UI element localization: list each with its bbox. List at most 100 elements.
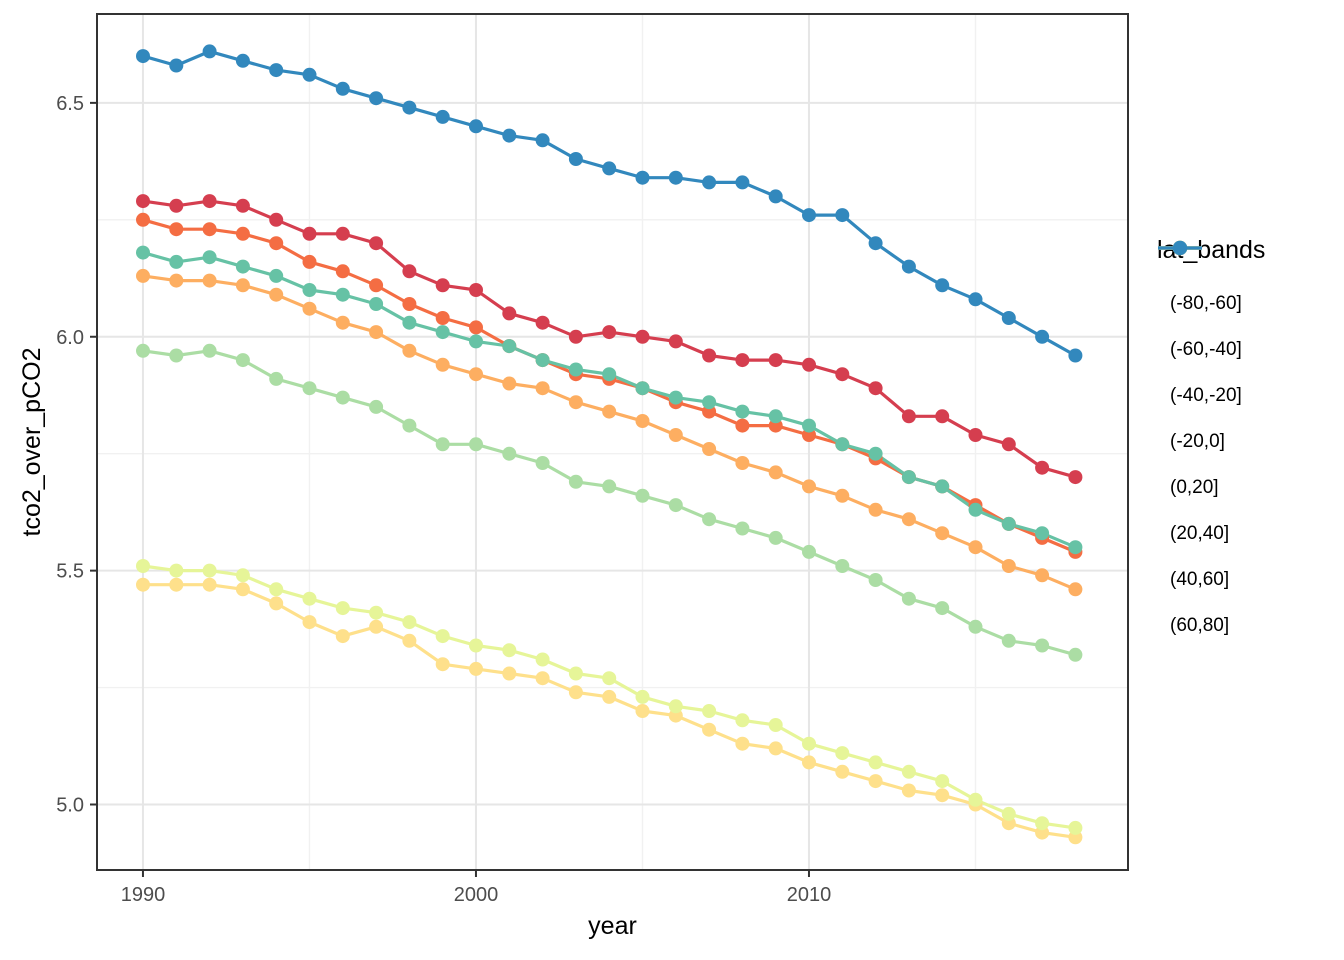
data-point: [535, 456, 550, 470]
data-point: [1068, 470, 1083, 485]
data-point: [868, 446, 883, 461]
legend-item: (20,40]: [1157, 240, 1265, 557]
data-point: [269, 268, 284, 283]
data-point: [502, 128, 517, 143]
data-point: [302, 615, 317, 630]
data-point: [635, 170, 650, 185]
data-point: [602, 479, 617, 494]
panel-border: [96, 13, 1129, 871]
data-point: [302, 381, 317, 396]
data-point: [136, 245, 150, 260]
data-point: [901, 764, 916, 779]
legend-item: (0,20]: [1157, 240, 1265, 511]
data-point: [1068, 647, 1083, 662]
y-axis-title-text: tco2_over_pCO2: [18, 347, 46, 537]
data-point: [235, 53, 250, 68]
data-point: [535, 652, 550, 667]
data-point: [435, 657, 450, 672]
data-point: [602, 161, 617, 176]
data-point: [169, 563, 184, 578]
data-point: [402, 615, 417, 630]
data-point: [269, 596, 284, 611]
data-point: [702, 722, 717, 737]
legend-item-label: (-20,0]: [1170, 431, 1225, 452]
data-point: [868, 573, 883, 587]
data-point: [768, 530, 783, 545]
data-point: [668, 334, 683, 349]
y-axis-title: tco2_over_pCO2: [18, 253, 47, 536]
legend-item-label: (0,20]: [1170, 477, 1219, 498]
data-point: [402, 343, 417, 358]
data-point: [302, 67, 317, 82]
data-point: [202, 563, 217, 578]
data-point: [602, 671, 617, 686]
data-point: [868, 755, 883, 770]
data-point: [269, 287, 284, 302]
data-point: [901, 783, 916, 798]
data-point: [935, 774, 950, 789]
data-point: [202, 343, 217, 358]
legend-item-label: (20,40]: [1170, 523, 1230, 544]
data-point: [735, 175, 750, 190]
data-point: [735, 521, 750, 536]
series-points: [136, 44, 1083, 363]
series-points: [136, 343, 1083, 662]
data-point: [402, 633, 417, 648]
data-point: [835, 208, 850, 223]
data-point: [435, 357, 450, 372]
data-point: [269, 371, 284, 386]
series-points: [136, 559, 1083, 835]
y-tick-label: 6.5: [56, 93, 84, 115]
legend-item-label: (-40,-20]: [1170, 385, 1242, 406]
data-point: [136, 577, 150, 592]
data-point: [1001, 633, 1016, 648]
data-point: [802, 755, 816, 770]
data-point: [735, 713, 750, 728]
data-point: [302, 301, 317, 316]
data-point: [169, 577, 184, 592]
data-point: [502, 339, 517, 354]
data-point: [502, 306, 517, 321]
y-tick-label: 5.0: [56, 795, 84, 817]
legend-items: (-80,-60] (-60,-40] (-40,-20] (-20,0] (0,20]…: [1157, 240, 1265, 649]
data-point: [702, 442, 717, 456]
data-point: [469, 320, 483, 335]
data-point: [668, 498, 683, 513]
data-point: [635, 689, 650, 704]
data-point: [435, 325, 450, 340]
data-point: [136, 268, 150, 283]
data-point: [602, 325, 617, 340]
data-point: [202, 194, 217, 209]
data-point: [1035, 526, 1050, 541]
data-point: [568, 685, 583, 700]
series-points: [136, 268, 1083, 597]
data-point: [269, 212, 284, 227]
data-point: [868, 236, 883, 251]
data-point: [235, 259, 250, 274]
data-point: [136, 343, 150, 358]
data-point: [735, 353, 750, 368]
data-point: [502, 376, 517, 391]
data-point: [735, 736, 750, 751]
data-point: [402, 264, 417, 279]
data-point: [935, 278, 950, 293]
data-point: [369, 619, 384, 634]
data-point: [702, 512, 717, 527]
data-point: [469, 437, 483, 452]
x-tick-label: 2000: [454, 884, 499, 906]
data-point: [635, 704, 650, 718]
data-point: [302, 283, 317, 297]
data-point: [635, 381, 650, 396]
data-point: [136, 49, 150, 64]
data-point: [1035, 816, 1050, 831]
data-point: [1001, 559, 1016, 573]
data-point: [235, 568, 250, 583]
data-point: [802, 208, 816, 223]
data-point: [668, 428, 683, 442]
data-point: [202, 250, 217, 265]
data-point: [1001, 516, 1016, 531]
data-point: [369, 297, 384, 311]
legend-item: (-20,0]: [1157, 240, 1265, 465]
x-axis-title: year: [588, 912, 637, 940]
